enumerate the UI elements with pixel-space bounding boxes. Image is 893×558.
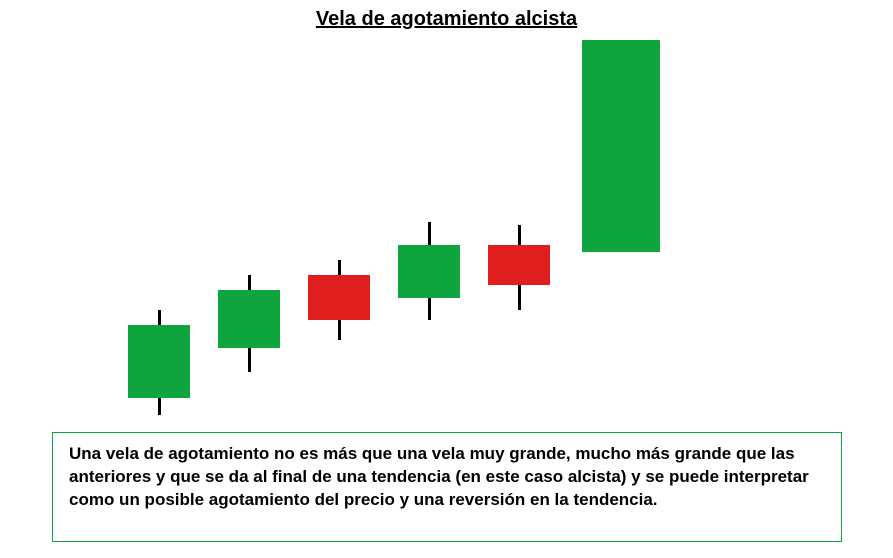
- candle-body: [128, 325, 190, 398]
- description-text: Una vela de agotamiento no es más que un…: [69, 444, 809, 509]
- candle-body: [308, 275, 370, 320]
- candle-body: [582, 40, 660, 252]
- candle-body: [488, 245, 550, 285]
- candlestick-chart: [0, 20, 893, 420]
- candle-body: [398, 245, 460, 298]
- description-box: Una vela de agotamiento no es más que un…: [52, 432, 842, 542]
- candle-body: [218, 290, 280, 348]
